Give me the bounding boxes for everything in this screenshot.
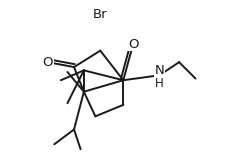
Text: O: O <box>128 38 138 51</box>
Text: O: O <box>42 56 53 69</box>
Text: H: H <box>155 77 164 90</box>
Text: N: N <box>155 64 164 77</box>
Text: Br: Br <box>93 8 108 21</box>
